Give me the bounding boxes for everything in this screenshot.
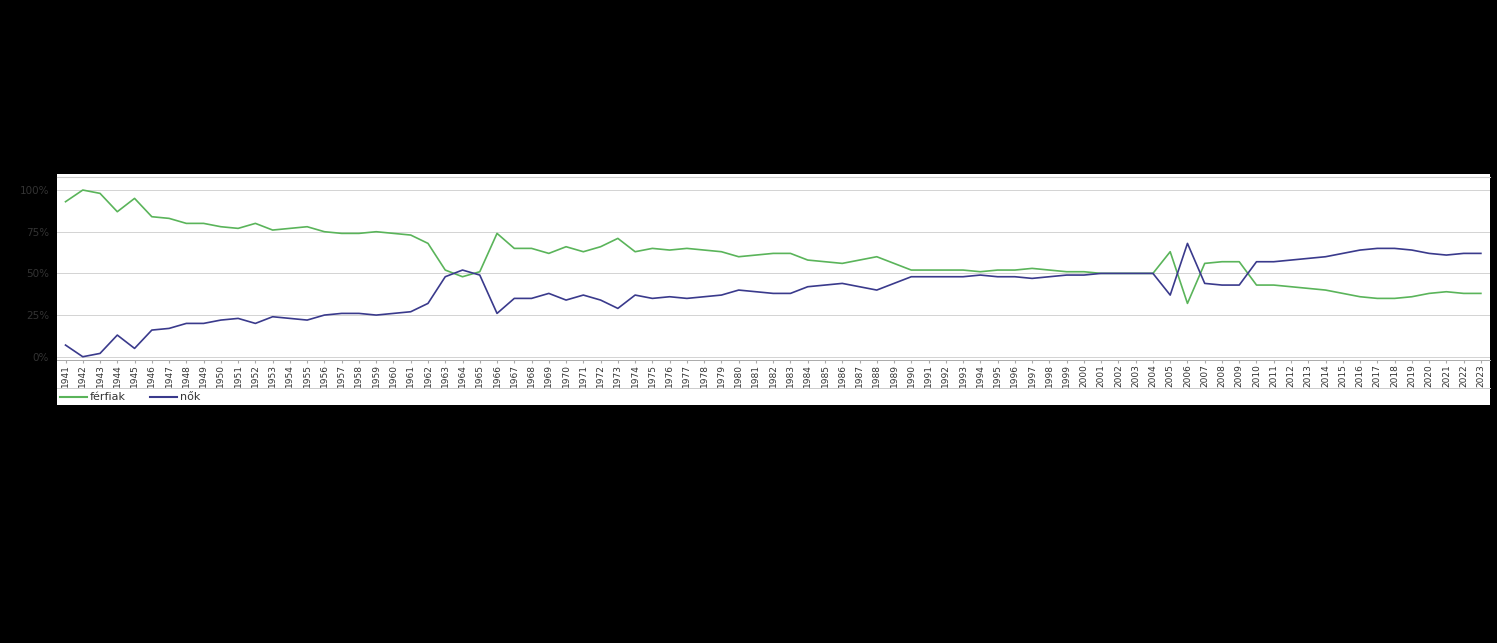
Line: nők: nők: [66, 244, 1481, 357]
férfiak: [1472, 289, 1490, 297]
férfiak: [367, 228, 385, 235]
Text: férfiak: férfiak: [90, 392, 126, 402]
nők: [919, 273, 937, 280]
férfiak: [160, 215, 178, 222]
Text: nők: nők: [180, 392, 201, 402]
nők: [1093, 269, 1111, 277]
nők: [281, 314, 299, 322]
nők: [1472, 249, 1490, 257]
nők: [1196, 280, 1214, 287]
férfiak: [919, 266, 937, 274]
férfiak: [1093, 269, 1111, 277]
férfiak: [73, 186, 91, 194]
nők: [367, 311, 385, 319]
nők: [57, 341, 75, 349]
férfiak: [57, 198, 75, 206]
Line: férfiak: férfiak: [66, 190, 1481, 303]
férfiak: [281, 224, 299, 232]
férfiak: [1178, 300, 1196, 307]
nők: [1178, 240, 1196, 248]
férfiak: [1196, 260, 1214, 267]
nők: [73, 353, 91, 361]
nők: [160, 325, 178, 332]
